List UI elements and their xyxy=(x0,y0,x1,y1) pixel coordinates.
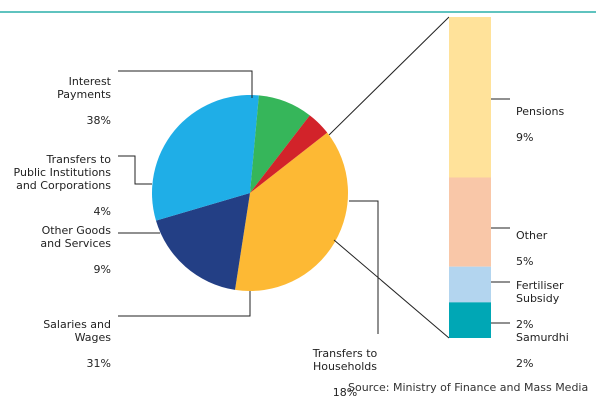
bar-segment-other xyxy=(449,177,491,267)
pie-slice-households xyxy=(155,193,250,290)
top-rule xyxy=(0,11,596,13)
bar-segment-fertiliser xyxy=(449,266,491,303)
slice-label-public-institutions: Transfers to Public Institutions and Cor… xyxy=(14,140,111,218)
slice-label-text: Transfers to Households xyxy=(312,347,378,373)
slice-label-value: 38% xyxy=(86,114,111,127)
leader-salaries xyxy=(118,291,251,317)
slice-label-goods-services: Other Goods and Services 9% xyxy=(40,211,111,276)
leader-households xyxy=(349,200,379,334)
slice-label-value: 4% xyxy=(93,205,111,218)
pie-slice-salaries xyxy=(152,94,259,221)
bar-label-fertiliser: Fertiliser Subsidy 2% xyxy=(516,266,564,331)
leader-bar-top xyxy=(328,16,450,136)
bar-segment-pensions xyxy=(449,17,491,178)
bar-label-value: 5% xyxy=(516,255,534,268)
bar-label-value: 2% xyxy=(516,318,534,331)
bar-label-samurdhi: Samurdhi 2% xyxy=(516,318,569,370)
slice-label-text: Interest Payments xyxy=(57,75,111,101)
pie-slice-public-institutions xyxy=(250,115,328,193)
bar-label-value: 2% xyxy=(516,357,534,370)
bar-segment-samurdhi xyxy=(449,302,491,338)
slice-label-interest: Interest Payments 38% xyxy=(57,62,111,127)
stacked-bar xyxy=(449,17,491,338)
slice-label-salaries: Salaries and Wages 31% xyxy=(43,305,111,370)
bar-label-text: Other xyxy=(516,229,548,242)
leader-interest xyxy=(118,70,253,98)
source-note: Source: Ministry of Finance and Mass Med… xyxy=(348,381,589,394)
slice-label-text: Transfers to Public Institutions and Cor… xyxy=(13,153,111,192)
bar-label-other: Other 5% xyxy=(516,216,547,268)
bar-label-text: Samurdhi xyxy=(516,331,569,344)
bar-label-value: 9% xyxy=(516,131,534,144)
slice-label-value: 9% xyxy=(93,263,111,276)
leader-lines xyxy=(118,16,510,339)
pie-slice-goods-services xyxy=(250,95,310,193)
leader-public-inst xyxy=(118,155,152,185)
slice-label-text: Other Goods and Services xyxy=(40,224,111,250)
leader-bar-bottom xyxy=(333,239,450,339)
bar-label-pensions: Pensions 9% xyxy=(516,92,564,144)
bar-label-text: Pensions xyxy=(516,105,565,118)
pie-slice-interest xyxy=(235,132,348,291)
slice-label-value: 31% xyxy=(86,357,111,370)
bar-label-text: Fertiliser Subsidy xyxy=(516,279,564,305)
slice-label-text: Salaries and Wages xyxy=(43,318,111,344)
pie-chart xyxy=(152,94,348,291)
